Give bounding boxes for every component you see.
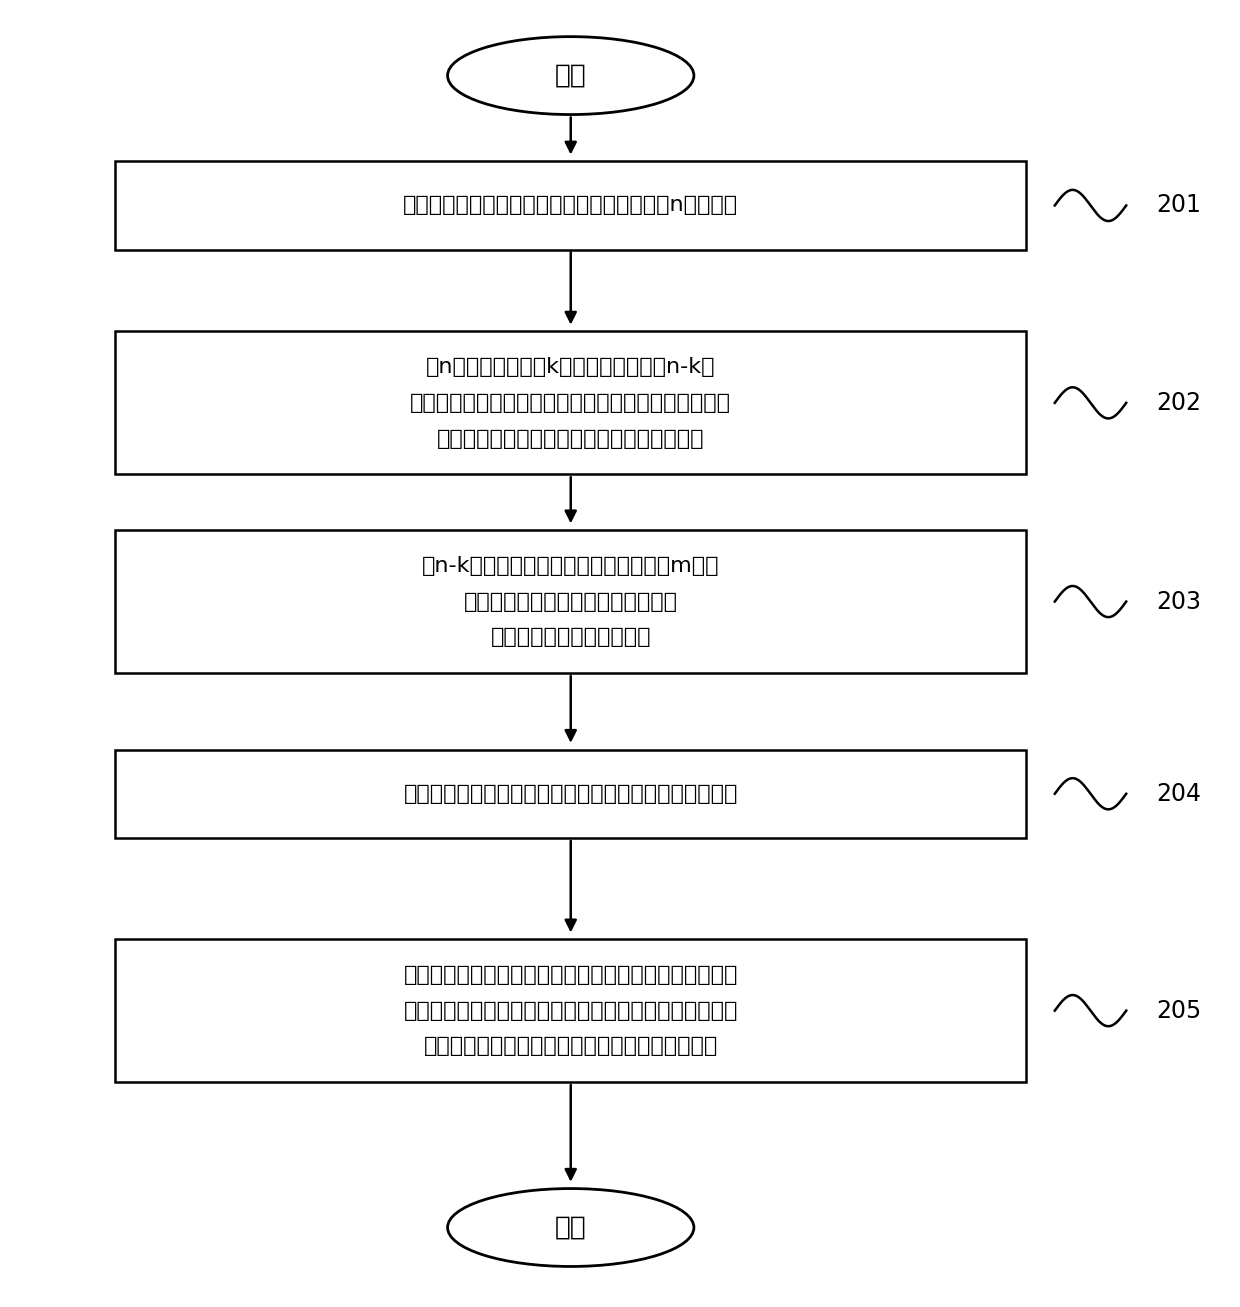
FancyBboxPatch shape xyxy=(115,940,1027,1082)
Ellipse shape xyxy=(448,1188,694,1266)
Text: 203: 203 xyxy=(1156,589,1200,613)
Text: 205: 205 xyxy=(1156,999,1202,1022)
Text: 204: 204 xyxy=(1156,782,1200,805)
Text: 分别对每组内的第二类测风点采用激光雷达进行循环测风: 分别对每组内的第二类测风点采用激光雷达进行循环测风 xyxy=(403,784,738,804)
FancyBboxPatch shape xyxy=(115,750,1027,838)
Text: 202: 202 xyxy=(1156,391,1200,414)
Text: 获取对应的第一类测风点的连续的测风塔数据: 获取对应的第一类测风点的连续的测风塔数据 xyxy=(436,429,704,448)
Text: 开始: 开始 xyxy=(554,63,587,89)
FancyBboxPatch shape xyxy=(115,161,1027,250)
Text: 利用连续的测风塔数据对每个第二类测风点对应的间断性: 利用连续的测风塔数据对每个第二类测风点对应的间断性 xyxy=(403,965,738,985)
Text: 201: 201 xyxy=(1156,193,1200,217)
FancyBboxPatch shape xyxy=(115,531,1027,673)
Text: 根据风电场的面积选取风电场内具有代表性的n个测风点: 根据风电场的面积选取风电场内具有代表性的n个测风点 xyxy=(403,196,738,216)
Text: 的雷达测风数据进行插补，以得到每个第二类测风点在预: 的雷达测风数据进行插补，以得到每个第二类测风点在预 xyxy=(403,1001,738,1021)
Text: 第二类测风点，在每个第一类测风点树立一个测风塔；: 第二类测风点，在每个第一类测风点树立一个测风塔； xyxy=(410,393,732,413)
FancyBboxPatch shape xyxy=(115,332,1027,474)
Ellipse shape xyxy=(448,37,694,115)
Text: 在每组内设置一台激光雷达: 在每组内设置一台激光雷达 xyxy=(491,627,651,647)
Text: 设测风时间期间内的连续的插补后的雷达测风数据: 设测风时间期间内的连续的插补后的雷达测风数据 xyxy=(424,1036,718,1056)
Text: 对每组内的第二类测风点进行编号，: 对每组内的第二类测风点进行编号， xyxy=(464,592,678,612)
Text: 结束: 结束 xyxy=(554,1214,587,1240)
Text: 在n个测风点中选取k个第一类测风点，n-k个: 在n个测风点中选取k个第一类测风点，n-k个 xyxy=(427,357,715,378)
Text: 将n-k个第二类测风点按照地理位置分为m组，: 将n-k个第二类测风点按照地理位置分为m组， xyxy=(422,555,719,576)
